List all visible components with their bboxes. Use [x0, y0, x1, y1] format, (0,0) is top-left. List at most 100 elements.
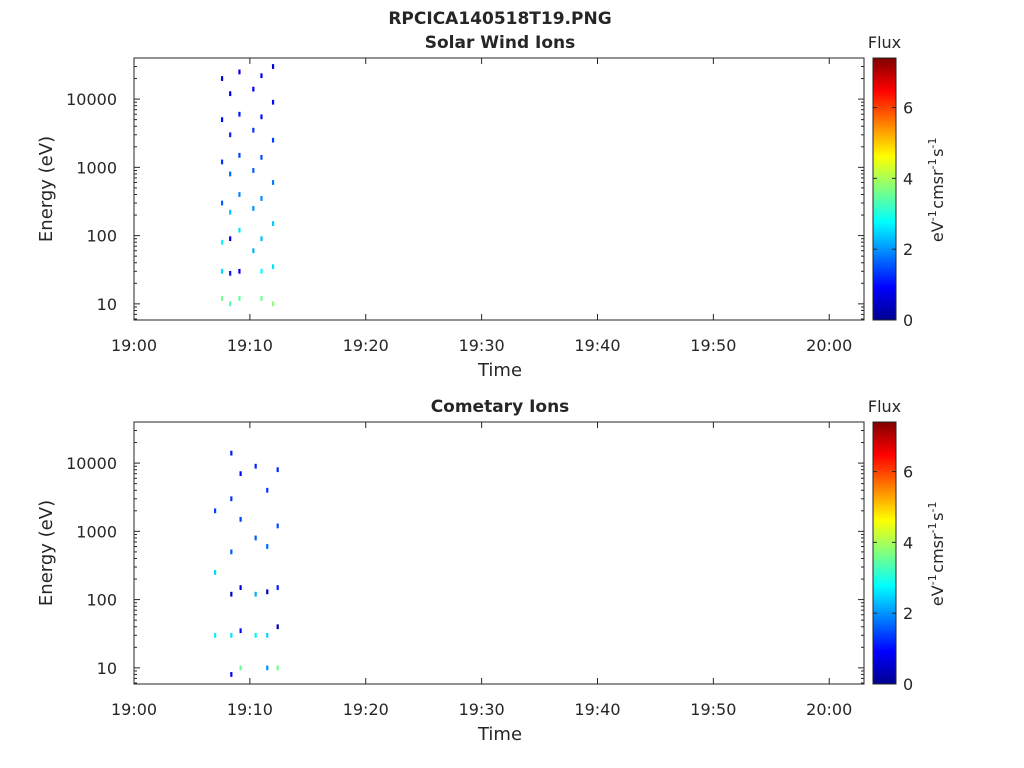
heatmap-cell	[252, 86, 255, 92]
heatmap-cell	[238, 69, 241, 75]
plot-area	[134, 58, 864, 320]
heatmap-cell	[276, 665, 279, 671]
colorbar-tick-label: 2	[903, 240, 913, 259]
y-tick-label: 10000	[66, 454, 117, 473]
heatmap-cell	[220, 296, 224, 301]
heatmap-cells	[220, 64, 275, 307]
heatmap-cell	[229, 301, 232, 307]
heatmap-cell	[252, 206, 255, 211]
colorbar-tick-label: 6	[903, 99, 913, 118]
x-tick-label: 19:00	[111, 336, 157, 355]
x-tick-label: 19:10	[227, 700, 273, 719]
heatmap-cell	[238, 296, 241, 301]
figure-title: RPCICA140518T19.PNG	[388, 9, 611, 29]
heatmap-cell	[214, 508, 217, 514]
heatmap-cell	[271, 99, 275, 105]
heatmap-cell	[266, 632, 269, 638]
heatmap-cell	[260, 296, 263, 301]
heatmap-cell	[266, 487, 269, 493]
colorbar-tick-label: 4	[903, 533, 913, 552]
panel-title: Cometary Ions	[431, 397, 570, 417]
heatmap-cell	[238, 111, 241, 117]
colorbar-label: eV-1 cmsr-1 s-1	[926, 136, 947, 242]
heatmap-cell	[214, 632, 217, 638]
y-tick-label: 1000	[76, 522, 117, 541]
heatmap-cell	[229, 236, 232, 242]
x-tick-label: 19:20	[343, 336, 389, 355]
x-tick-label: 19:50	[690, 336, 736, 355]
heatmap-cell	[230, 496, 233, 502]
heatmap-cell	[254, 535, 257, 541]
heatmap-cell	[266, 544, 269, 549]
colorbar-title: Flux	[868, 33, 901, 52]
heatmap-cell	[239, 585, 242, 590]
panel-title: Solar Wind Ions	[425, 33, 576, 53]
heatmap-cell	[220, 117, 224, 123]
colorbar-gradient	[872, 57, 897, 321]
heatmap-cell	[220, 200, 224, 206]
panel-1: 19:00 19:10 19:20 19:30 19:40 19:50 20:00 10 100…	[36, 33, 947, 381]
y-axis-label: Energy (eV)	[36, 136, 57, 242]
heatmap-cell	[230, 549, 233, 555]
heatmap-cell	[276, 585, 279, 590]
heatmap-cell	[229, 91, 232, 97]
heatmap-cell	[276, 467, 279, 473]
heatmap-cell	[220, 268, 224, 274]
x-tick-label: 19:10	[227, 336, 273, 355]
heatmap-cell	[220, 76, 224, 81]
heatmap-cell	[239, 665, 242, 671]
heatmap-cell	[230, 450, 233, 456]
y-tick-label: 10	[97, 659, 117, 678]
colorbar: 0 2 4 6 Flux eV-1 cmsr-1 s-1	[868, 33, 947, 330]
axes-box	[133, 421, 865, 685]
colorbar-tick-label: 0	[903, 311, 913, 330]
plot-area	[134, 422, 864, 684]
x-tick-label: 19:30	[459, 336, 505, 355]
heatmap-cell	[271, 137, 275, 143]
heatmap-cell	[260, 196, 263, 201]
x-tick-label: 20:00	[806, 336, 852, 355]
x-tick-label: 19:00	[111, 700, 157, 719]
x-tick-label: 19:20	[343, 700, 389, 719]
x-tick-label: 19:40	[574, 336, 620, 355]
heatmap-cell	[254, 463, 257, 469]
heatmap-cell	[260, 154, 263, 160]
heatmap-cell	[229, 209, 232, 215]
heatmap-cell	[276, 624, 279, 630]
heatmap-cell	[238, 227, 241, 233]
heatmap-cell	[271, 221, 275, 226]
heatmap-cell	[239, 471, 242, 477]
y-tick-label: 10	[97, 295, 117, 314]
heatmap-cell	[260, 73, 263, 79]
y-tick-label: 100	[86, 227, 117, 246]
heatmap-cell	[220, 159, 224, 165]
heatmap-cell	[266, 665, 269, 671]
x-tick-label: 19:50	[690, 700, 736, 719]
heatmap-cells	[214, 450, 279, 677]
heatmap-cell	[238, 192, 241, 197]
heatmap-cell	[266, 589, 269, 595]
y-tick-label: 10000	[66, 90, 117, 109]
heatmap-cell	[230, 591, 233, 597]
y-tick-label: 1000	[76, 158, 117, 177]
heatmap-cell	[271, 64, 275, 69]
colorbar-title: Flux	[868, 397, 901, 416]
heatmap-cell	[239, 516, 242, 522]
x-tick-label: 20:00	[806, 700, 852, 719]
heatmap-cell	[271, 301, 275, 307]
heatmap-cell	[230, 632, 233, 638]
y-axis-label: Energy (eV)	[36, 500, 57, 606]
heatmap-cell	[230, 672, 233, 677]
colorbar-tick-label: 4	[903, 169, 913, 188]
x-tick-label: 19:30	[459, 700, 505, 719]
heatmap-cell	[252, 248, 255, 254]
colorbar-tick-label: 6	[903, 463, 913, 482]
heatmap-cell	[260, 114, 263, 120]
heatmap-cell	[271, 264, 275, 270]
heatmap-cell	[229, 270, 232, 276]
heatmap-cell	[229, 171, 232, 177]
colorbar-tick-label: 2	[903, 604, 913, 623]
heatmap-cell	[271, 180, 275, 185]
x-axis-label: Time	[477, 360, 522, 381]
